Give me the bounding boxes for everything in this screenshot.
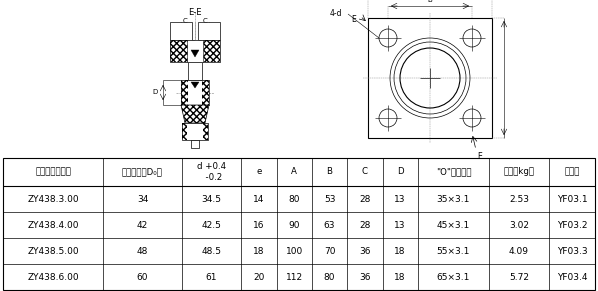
Text: 14: 14 (254, 194, 265, 203)
Text: D: D (397, 168, 404, 177)
Text: 28: 28 (359, 221, 371, 230)
Text: 28: 28 (359, 194, 371, 203)
Text: 65×3.1: 65×3.1 (437, 272, 470, 281)
Polygon shape (181, 105, 209, 123)
Text: 42: 42 (137, 221, 148, 230)
Text: 35×3.1: 35×3.1 (437, 194, 470, 203)
Text: 63: 63 (324, 221, 335, 230)
Text: 18: 18 (253, 246, 265, 255)
Bar (170, 40, 220, 62)
Text: B: B (327, 168, 332, 177)
Text: E: E (351, 15, 356, 24)
Text: e: e (257, 168, 262, 177)
Text: 20: 20 (254, 272, 265, 281)
Text: 对应号: 对应号 (565, 168, 579, 177)
Text: 13: 13 (395, 221, 406, 230)
Text: E: E (477, 152, 482, 161)
Text: 2.53: 2.53 (509, 194, 529, 203)
Text: ZY438.4.00: ZY438.4.00 (28, 221, 79, 230)
Text: 13: 13 (395, 194, 406, 203)
Bar (187, 40, 203, 62)
Text: ZY438.6.00: ZY438.6.00 (28, 272, 79, 281)
Text: YF03.3: YF03.3 (557, 246, 587, 255)
Bar (188, 62, 202, 80)
Text: C: C (203, 18, 208, 24)
Text: 45×3.1: 45×3.1 (437, 221, 470, 230)
Text: YF03.1: YF03.1 (557, 194, 587, 203)
Text: 5.72: 5.72 (509, 272, 529, 281)
Bar (170, 22, 192, 40)
Text: E-E: E-E (188, 8, 202, 17)
Text: D: D (152, 90, 158, 95)
Bar (181, 80, 188, 105)
Text: YF03.2: YF03.2 (557, 221, 587, 230)
Text: 代号（订货号）: 代号（订货号） (35, 168, 71, 177)
Text: 60: 60 (137, 272, 148, 281)
Polygon shape (191, 50, 199, 57)
Text: 34.5: 34.5 (202, 194, 221, 203)
Text: B: B (428, 0, 432, 3)
Text: ZY438.3.00: ZY438.3.00 (28, 194, 79, 203)
Bar (170, 40, 220, 62)
Text: 4-d: 4-d (329, 8, 342, 17)
Text: 18: 18 (395, 246, 406, 255)
Text: 48: 48 (137, 246, 148, 255)
Text: C: C (182, 18, 187, 24)
Bar (182, 123, 187, 140)
Text: 100: 100 (286, 246, 303, 255)
Text: 55×3.1: 55×3.1 (437, 246, 470, 255)
Bar (181, 80, 209, 105)
Text: 48.5: 48.5 (202, 246, 221, 255)
Bar (202, 80, 209, 105)
Bar (198, 22, 220, 40)
Text: C: C (362, 168, 368, 177)
Text: 管子外径（D₀）: 管子外径（D₀） (122, 168, 163, 177)
Text: 90: 90 (288, 221, 300, 230)
Text: "O"型密封圈: "O"型密封圈 (436, 168, 471, 177)
Text: 36: 36 (359, 246, 371, 255)
Bar (182, 123, 208, 140)
Text: 112: 112 (286, 272, 303, 281)
Text: 80: 80 (324, 272, 335, 281)
Text: 18: 18 (395, 272, 406, 281)
Text: 16: 16 (253, 221, 265, 230)
Text: 重量（kg）: 重量（kg） (504, 168, 535, 177)
Text: 61: 61 (206, 272, 217, 281)
Text: 42.5: 42.5 (202, 221, 221, 230)
Polygon shape (191, 82, 199, 88)
Text: 36: 36 (359, 272, 371, 281)
Text: 4.09: 4.09 (509, 246, 529, 255)
Text: 80: 80 (288, 194, 300, 203)
Text: ZY438.5.00: ZY438.5.00 (28, 246, 79, 255)
Bar (203, 123, 208, 140)
Text: 53: 53 (324, 194, 335, 203)
Text: YF03.4: YF03.4 (557, 272, 587, 281)
Text: A: A (291, 168, 297, 177)
Bar (3, 158, 595, 290)
Bar (191, 140, 199, 148)
Text: 34: 34 (137, 194, 148, 203)
Bar (368, 18, 492, 138)
Text: 3.02: 3.02 (509, 221, 529, 230)
Text: 70: 70 (324, 246, 335, 255)
Text: d +0.4
  -0.2: d +0.4 -0.2 (197, 162, 226, 182)
